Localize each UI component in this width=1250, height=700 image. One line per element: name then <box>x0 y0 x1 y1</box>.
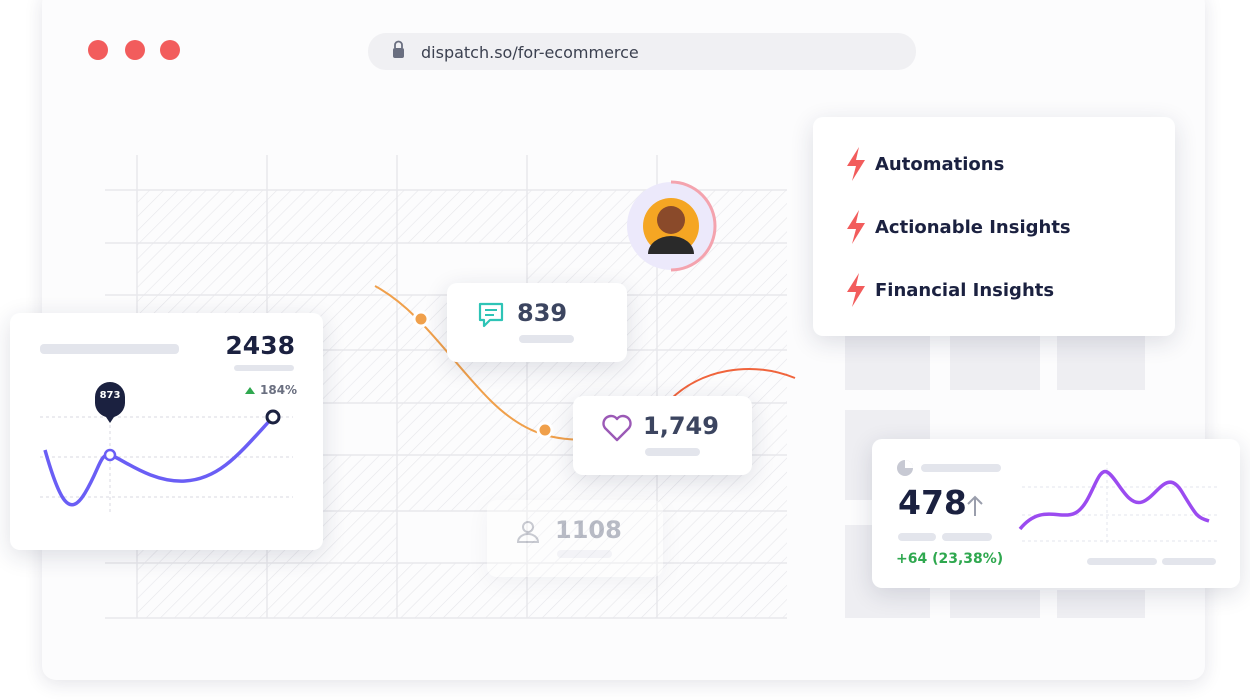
url[interactable]: dispatch.so/for-ecommerce <box>421 43 639 62</box>
feature: Automations <box>845 147 1004 181</box>
visits-chart <box>40 382 293 513</box>
bolt-icon <box>847 147 865 181</box>
followers-card: 1108 <box>487 500 663 577</box>
feature-text: Actionable Insights <box>875 216 1071 238</box>
visits-change: 184% <box>260 383 298 397</box>
bolt-icon <box>847 273 865 307</box>
visits-value: 2438 <box>225 331 295 360</box>
orders-value: 478 <box>898 483 967 522</box>
feature: Financial Insights <box>845 273 1054 307</box>
likes-card: 1,749 <box>573 396 752 475</box>
heart-icon <box>602 414 632 442</box>
users-icon <box>516 521 540 543</box>
visits-card: 2438 184% 873 <box>10 313 323 550</box>
comments-card: 839 <box>447 283 627 362</box>
bolt-icon <box>847 210 865 244</box>
up-triangle <box>245 387 255 394</box>
likes-value: 1,749 <box>643 412 719 440</box>
orders-chart <box>1018 462 1217 565</box>
features-card: Automations Actionable Insights Financia… <box>813 117 1175 336</box>
feature-text: Automations <box>875 153 1005 175</box>
orders-card: 478 +64 (23,38%) <box>872 439 1240 588</box>
chart-marker: 873 <box>99 390 121 401</box>
pie-icon <box>897 460 913 476</box>
chat-icon <box>478 302 504 328</box>
feature-text: Financial Insights <box>875 279 1055 301</box>
followers-value: 1108 <box>555 516 622 544</box>
comments-value: 839 <box>517 299 568 327</box>
orders-change: +64 (23,38%) <box>896 551 1004 567</box>
feature: Actionable Insights <box>845 210 1071 244</box>
up-arrow <box>967 495 983 516</box>
